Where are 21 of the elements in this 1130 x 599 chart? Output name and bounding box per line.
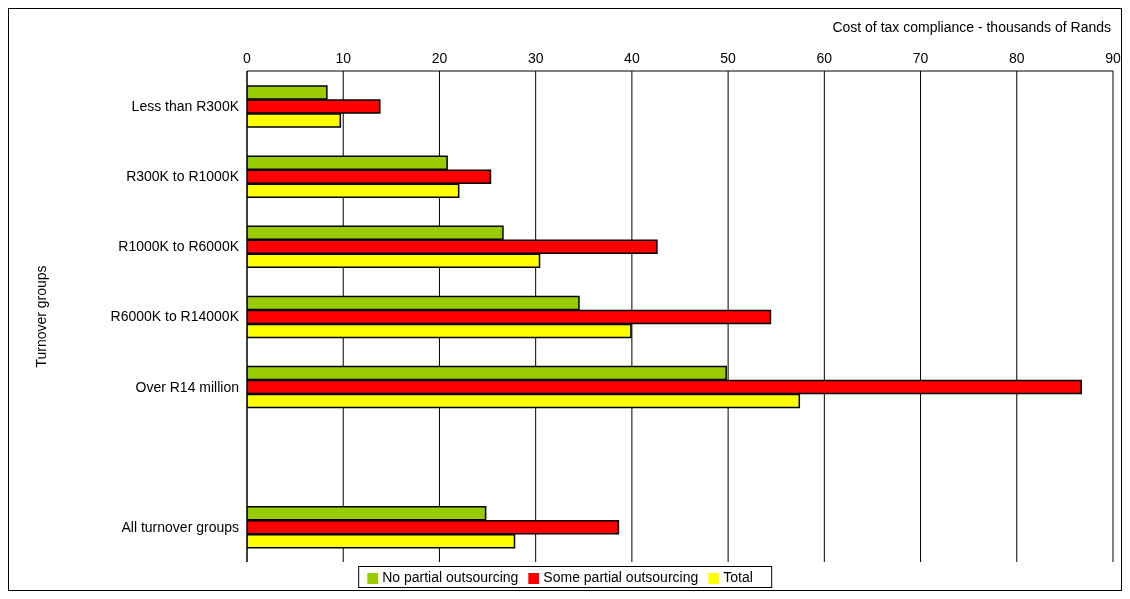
x-tick-label: 70 xyxy=(912,50,929,66)
x-tick-label: 40 xyxy=(624,50,640,66)
x-tick-label: 20 xyxy=(431,50,448,66)
x-tick-label: 50 xyxy=(720,50,737,66)
legend-label: No partial outsourcing xyxy=(382,569,519,585)
y-tick-label: All turnover groups xyxy=(121,518,239,535)
y-tick-label: R6000K to R14000K xyxy=(110,308,240,325)
x-tick-label: 10 xyxy=(335,50,352,66)
y-tick-label: Over R14 million xyxy=(135,378,239,395)
x-tick-label: 0 xyxy=(243,50,252,66)
y-tick-label: R1000K to R6000K xyxy=(118,238,240,255)
x-tick-label: 80 xyxy=(1008,50,1025,66)
x-tick-label: 30 xyxy=(527,50,544,66)
x-tick-label: 90 xyxy=(1105,50,1121,66)
x-axis-title: Cost of tax compliance - thousands of Rands xyxy=(832,19,1111,35)
legend-label: Total xyxy=(723,569,753,585)
y-tick-label: R300K to R1000K xyxy=(126,168,240,185)
y-axis-title: Turnover groups xyxy=(32,265,49,368)
y-tick-label: Less than R300K xyxy=(131,98,240,115)
legend-label: Some partial outsourcing xyxy=(543,569,699,585)
x-tick-label: 60 xyxy=(816,50,833,66)
